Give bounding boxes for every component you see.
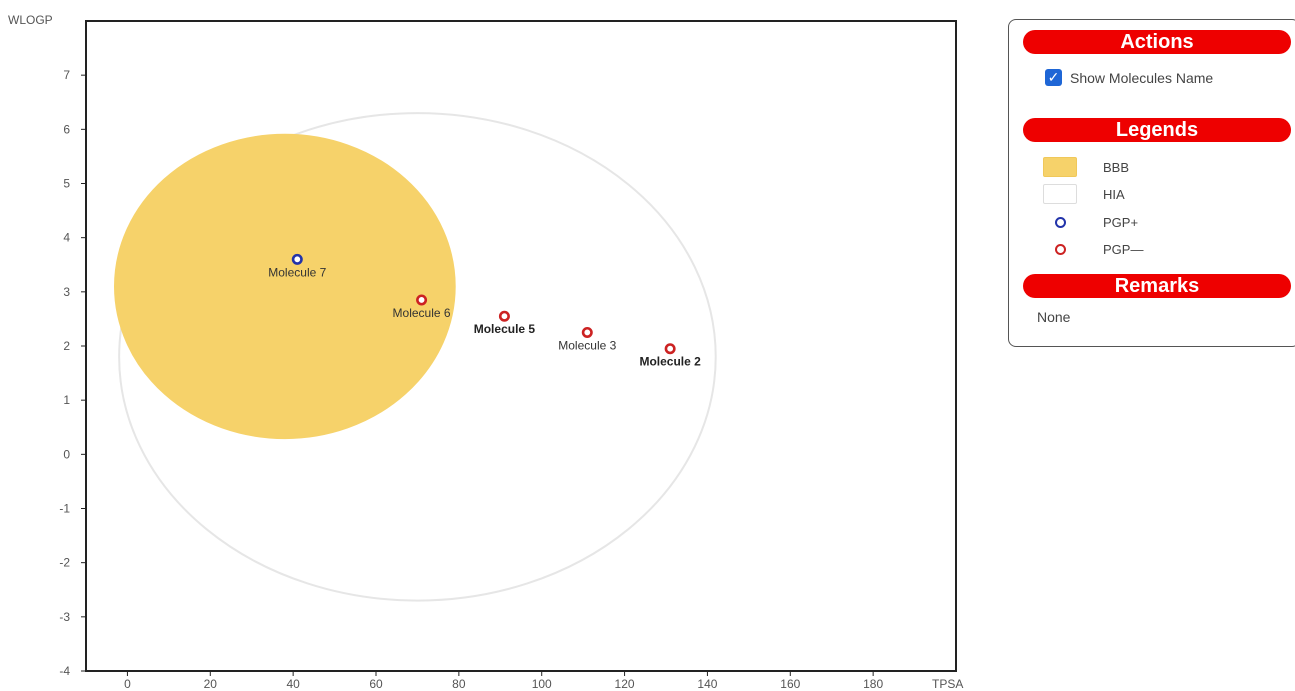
- x-tick-label: 0: [124, 677, 131, 691]
- pgp-plus-marker-icon: [1054, 216, 1066, 228]
- y-axis-title: WLOGP: [8, 13, 53, 27]
- point-molecule-6[interactable]: [416, 294, 428, 306]
- y-tick-label: -2: [59, 556, 70, 570]
- point-molecule-2[interactable]: [664, 343, 676, 355]
- x-tick-label: 160: [780, 677, 800, 691]
- point-label: Molecule 7: [268, 265, 326, 279]
- legend-pgp-minus: PGP—: [1043, 238, 1143, 260]
- x-tick-label: 60: [369, 677, 383, 691]
- show-names-label: Show Molecules Name: [1070, 69, 1214, 86]
- y-tick-label: 6: [63, 122, 70, 136]
- show-names-row[interactable]: ✓ Show Molecules Name: [1045, 69, 1213, 86]
- y-tick-label: 4: [63, 231, 70, 245]
- x-tick-label: 140: [697, 677, 717, 691]
- legend-hia-label: HIA: [1103, 186, 1125, 202]
- x-tick-label: 120: [615, 677, 635, 691]
- hia-swatch: [1043, 184, 1077, 204]
- y-tick-label: 2: [63, 339, 70, 353]
- point-label: Molecule 2: [639, 355, 701, 369]
- x-tick-label: 100: [532, 677, 552, 691]
- pgp-minus-marker-icon: [1054, 243, 1066, 255]
- legend-bbb: BBB: [1043, 156, 1129, 178]
- region-bbb: [114, 133, 456, 440]
- bbb-swatch: [1043, 157, 1077, 177]
- x-axis-title: TPSA: [932, 677, 963, 691]
- legend-pgp-plus-label: PGP+: [1103, 214, 1139, 230]
- y-tick-label: -4: [59, 664, 70, 678]
- regions-layer: [114, 112, 717, 602]
- point-molecule-5[interactable]: [498, 310, 510, 322]
- y-tick-label: -1: [59, 502, 70, 516]
- y-tick-label: 3: [63, 285, 70, 299]
- point-molecule-3[interactable]: [581, 326, 593, 338]
- control-panel: Actions ✓ Show Molecules Name Legends BB…: [1008, 19, 1295, 347]
- point-label: Molecule 5: [474, 322, 536, 336]
- x-tick-label: 180: [863, 677, 883, 691]
- show-names-checkbox[interactable]: ✓: [1045, 69, 1062, 86]
- x-tick-label: 40: [286, 677, 300, 691]
- boiled-egg-chart: Molecule 7 Molecule 6 Molecule 5 Molecule 3…: [8, 13, 963, 691]
- x-tick-label: 20: [204, 677, 218, 691]
- points-layer: Molecule 7 Molecule 6 Molecule 5 Molecule 3…: [268, 253, 701, 369]
- legend-hia: HIA: [1043, 183, 1125, 205]
- y-tick-label: -3: [59, 610, 70, 624]
- point-label: Molecule 6: [393, 306, 451, 320]
- point-molecule-7[interactable]: [291, 253, 303, 265]
- y-tick-label: 5: [63, 177, 70, 191]
- y-tick-label: 7: [63, 68, 70, 82]
- remarks-text: None: [1037, 309, 1071, 325]
- x-axis-ticks: 0 20 40 60 80 100 120 140 160 180: [124, 671, 883, 691]
- actions-header: Actions: [1023, 30, 1291, 54]
- legend-pgp-plus: PGP+: [1043, 211, 1138, 233]
- legend-bbb-label: BBB: [1103, 159, 1130, 175]
- legend-pgp-minus-label: PGP—: [1103, 241, 1144, 257]
- remarks-header: Remarks: [1023, 274, 1291, 298]
- y-tick-label: 1: [63, 393, 70, 407]
- y-axis-ticks: -4 -3 -2 -1 0 1 2 3 4 5 6 7: [59, 68, 86, 678]
- point-label: Molecule 3: [558, 338, 616, 352]
- x-tick-label: 80: [452, 677, 466, 691]
- legends-header: Legends: [1023, 118, 1291, 142]
- y-tick-label: 0: [63, 447, 70, 461]
